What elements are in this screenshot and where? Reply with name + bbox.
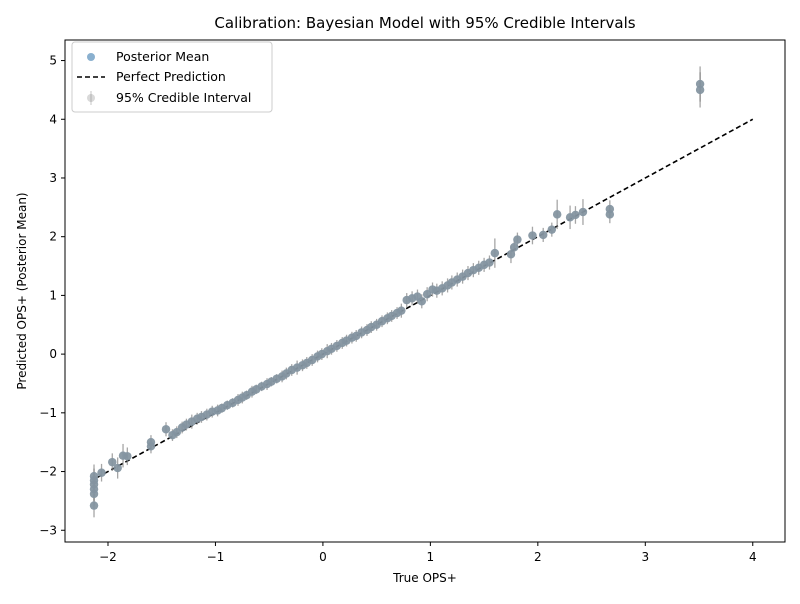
credible-interval-marker: [89, 501, 99, 510]
credible-interval-marker: [513, 235, 522, 244]
x-axis-label: True OPS+: [392, 571, 457, 585]
y-tick-label: 5: [49, 54, 57, 68]
plot-frame: [64, 39, 786, 543]
legend-frame: [71, 41, 273, 113]
legend-label-perfect-prediction: Perfect Prediction: [116, 69, 226, 84]
credible-interval-marker: [123, 452, 132, 461]
credible-interval-marker: [108, 457, 117, 467]
legend-label-posterior-mean: Posterior Mean: [116, 49, 209, 64]
credible-interval-marker: [161, 425, 171, 434]
legend-swatch-interval-marker: [87, 94, 95, 102]
y-tick-label: 1: [49, 288, 57, 302]
y-tick-label: 4: [49, 112, 57, 126]
credible-interval-marker: [547, 225, 557, 234]
x-tick-label: 1: [427, 550, 435, 564]
axes-layer: −2 −1 0 1 2 3 4 −3 −2 −1 0 1 2 3 4 5: [39, 39, 786, 564]
y-tick-label: −2: [39, 465, 57, 479]
chart-title: Calibration: Bayesian Model with 95% Cre…: [214, 14, 635, 32]
legend-swatch-posterior-mean: [87, 53, 95, 61]
credible-interval-marker: [146, 442, 156, 451]
x-tick-label: 3: [641, 550, 649, 564]
credible-interval-marker: [552, 210, 562, 219]
credible-interval-marker: [571, 210, 580, 220]
x-tick-label: 0: [319, 550, 327, 564]
x-tick-label: −2: [99, 550, 117, 564]
legend-label-credible-interval: 95% Credible Interval: [116, 90, 251, 105]
x-tick-label: 4: [749, 550, 757, 564]
credible-interval-marker: [417, 297, 426, 306]
y-tick-label: 0: [49, 347, 57, 361]
posterior-mean-layer: [89, 79, 705, 510]
y-tick-label: 2: [49, 230, 57, 244]
legend: Posterior Mean Perfect Prediction 95% Cr…: [71, 41, 273, 113]
x-tick-label: 2: [534, 550, 542, 564]
credible-interval-marker: [113, 463, 122, 473]
credible-interval-marker: [97, 468, 106, 477]
y-tick-label: −3: [39, 523, 57, 537]
credible-interval-marker: [506, 250, 516, 259]
credible-interval-marker: [490, 248, 500, 258]
credible-interval-marker: [578, 207, 588, 217]
credible-interval-marker: [695, 79, 705, 89]
x-tick-label: −1: [207, 550, 225, 564]
credible-interval-marker: [605, 204, 615, 214]
y-tick-label: −1: [39, 406, 57, 420]
credible-interval-marker: [528, 231, 537, 240]
credible-interval-marker: [397, 306, 406, 315]
credible-interval-marker: [509, 243, 519, 252]
credible-interval-marker: [695, 85, 705, 95]
y-axis-label: Predicted OPS+ (Posterior Mean): [15, 192, 29, 389]
y-tick-label: 3: [49, 171, 57, 185]
credible-interval-marker: [539, 230, 548, 240]
credible-interval-marker: [89, 472, 99, 481]
credible-interval-marker: [485, 258, 494, 267]
